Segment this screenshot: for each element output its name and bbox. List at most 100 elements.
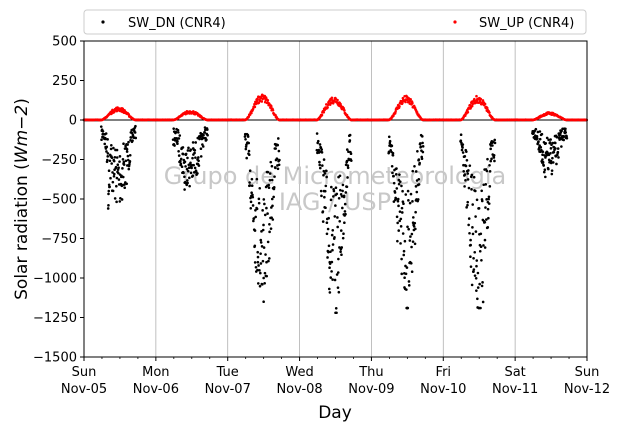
x-tick-date: Nov-08 xyxy=(276,382,322,397)
series-sw-up xyxy=(82,93,589,122)
sw-dn-point xyxy=(336,225,339,229)
sw-dn-point xyxy=(395,187,399,190)
sw-dn-point xyxy=(253,244,257,248)
sw-dn-point xyxy=(482,183,486,187)
x-tick-date: Nov-05 xyxy=(61,382,107,397)
sw-dn-point xyxy=(346,164,350,167)
sw-dn-point xyxy=(473,250,477,254)
sw-dn-point xyxy=(246,135,250,138)
sw-dn-point xyxy=(108,159,112,163)
sw-dn-point xyxy=(467,223,470,227)
sw-dn-point xyxy=(327,250,330,254)
sw-dn-point xyxy=(333,235,336,239)
sw-dn-point xyxy=(329,276,333,279)
sw-dn-point xyxy=(474,189,477,193)
sw-up-point xyxy=(409,97,412,101)
y-tick-label: 500 xyxy=(52,35,77,50)
sw-dn-point xyxy=(344,191,348,194)
sw-dn-point xyxy=(263,202,266,206)
sw-dn-point xyxy=(263,281,266,285)
sw-dn-point xyxy=(262,246,266,249)
sw-dn-point xyxy=(471,203,475,206)
sw-dn-point xyxy=(544,141,548,145)
sw-dn-point xyxy=(486,207,490,211)
sw-dn-point xyxy=(544,175,547,179)
sw-up-point xyxy=(475,94,478,98)
sw-dn-point xyxy=(321,220,325,223)
watermark: Grupo de Micrometeorologia IAG / USP xyxy=(164,162,506,216)
sw-dn-point xyxy=(107,183,111,187)
sw-dn-point xyxy=(263,271,267,275)
sw-dn-point xyxy=(489,147,492,151)
sw-dn-point xyxy=(396,239,399,243)
sw-dn-point xyxy=(417,158,421,161)
sw-dn-point xyxy=(248,181,251,184)
sw-dn-point xyxy=(346,166,350,170)
sw-dn-point xyxy=(107,192,110,196)
sw-dn-point xyxy=(188,184,191,188)
sw-dn-point xyxy=(420,157,424,161)
watermark-line-1: Grupo de Micrometeorologia xyxy=(164,162,506,190)
sw-dn-point xyxy=(395,215,399,219)
sw-dn-point xyxy=(459,139,463,142)
sw-dn-point xyxy=(197,156,200,159)
grid xyxy=(155,41,516,357)
sw-dn-point xyxy=(470,188,473,191)
sw-dn-point xyxy=(247,141,251,145)
sw-dn-point xyxy=(476,286,480,289)
sw-dn-point xyxy=(488,170,492,173)
sw-dn-point xyxy=(472,256,475,260)
sw-dn-point xyxy=(183,175,186,179)
sw-dn-point xyxy=(480,258,483,262)
sw-dn-point xyxy=(470,173,474,177)
sw-dn-point xyxy=(337,257,340,261)
sw-dn-point xyxy=(340,195,344,198)
sw-dn-point xyxy=(402,249,406,253)
sw-dn-point xyxy=(387,150,391,154)
sw-up-point xyxy=(250,111,253,115)
legend-marker-sw-up xyxy=(453,20,457,24)
sw-dn-point xyxy=(268,222,271,226)
sw-dn-point xyxy=(118,155,122,158)
sw-dn-point xyxy=(189,148,193,151)
sw-dn-point xyxy=(269,227,273,230)
sw-dn-point xyxy=(325,232,329,236)
sw-dn-point xyxy=(266,170,270,174)
sw-dn-point xyxy=(399,242,402,245)
sw-dn-point xyxy=(406,306,409,310)
sw-dn-point xyxy=(400,211,404,214)
sw-dn-point xyxy=(466,203,469,207)
x-tick-date: Nov-07 xyxy=(205,382,251,397)
sw-dn-point xyxy=(117,166,120,170)
sw-dn-point xyxy=(534,127,538,131)
sw-dn-point xyxy=(103,142,107,146)
sw-dn-point xyxy=(267,259,270,263)
sw-dn-point xyxy=(401,232,405,235)
sw-dn-point xyxy=(252,217,256,220)
sw-dn-point xyxy=(406,225,409,229)
y-axis-label: Solar radiation (Wm−2) xyxy=(12,98,32,300)
sw-dn-point xyxy=(268,257,271,260)
legend: SW_DN (CNR4) SW_UP (CNR4) xyxy=(83,9,587,35)
sw-dn-point xyxy=(244,137,247,141)
sw-dn-point xyxy=(122,163,126,166)
sw-dn-point xyxy=(271,204,274,208)
sw-dn-point xyxy=(562,138,565,142)
sw-dn-point xyxy=(329,198,333,202)
sw-dn-point xyxy=(549,161,553,165)
sw-dn-point xyxy=(268,230,271,234)
sw-dn-point xyxy=(490,157,493,161)
sw-dn-point xyxy=(115,176,119,180)
sw-dn-point xyxy=(185,167,189,171)
sw-dn-point xyxy=(416,149,419,153)
sw-dn-point xyxy=(188,176,191,180)
sw-dn-point xyxy=(99,125,103,128)
sw-dn-point xyxy=(400,206,404,210)
sw-dn-point xyxy=(256,250,260,254)
sw-dn-point xyxy=(410,232,414,236)
sw-dn-point xyxy=(317,148,321,152)
sw-dn-point xyxy=(112,172,116,176)
sw-dn-point xyxy=(337,196,341,200)
sw-dn-point xyxy=(469,238,472,242)
sw-dn-point xyxy=(107,169,111,173)
